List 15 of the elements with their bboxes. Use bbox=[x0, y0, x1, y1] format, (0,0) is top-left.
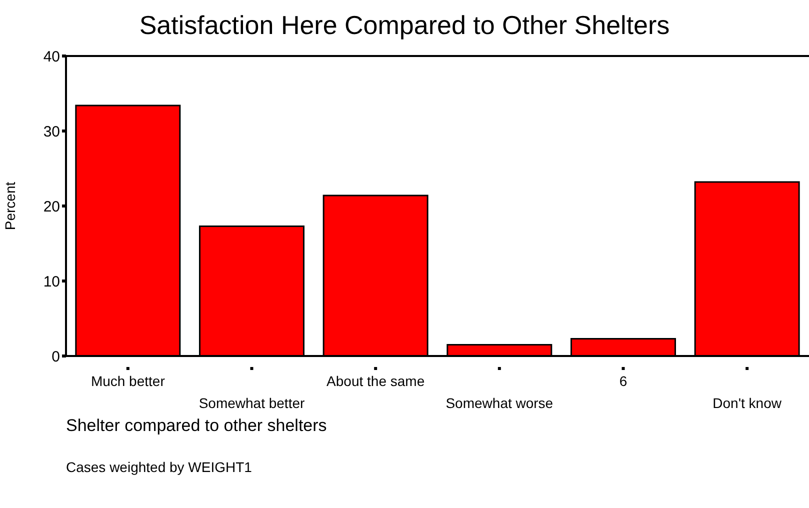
y-axis-title: Percent bbox=[2, 182, 18, 230]
x-tick-label: Somewhat worse bbox=[446, 395, 554, 411]
y-tick-label: 40 bbox=[43, 48, 60, 66]
y-tick-label: 30 bbox=[43, 123, 60, 140]
y-tick-label: 20 bbox=[43, 198, 60, 216]
x-tick-label: About the same bbox=[326, 373, 425, 389]
x-axis-title: Shelter compared to other shelters bbox=[66, 416, 327, 436]
y-tick-label: 0 bbox=[52, 348, 60, 366]
x-tick-label: Much better bbox=[90, 373, 166, 389]
x-tick-label: Somewhat better bbox=[198, 395, 305, 411]
text: Cases weighted by WEIGHT1 bbox=[66, 459, 252, 475]
x-tick-label: Don't know bbox=[712, 395, 782, 411]
chart-title: Satisfaction Here Compared to Other Shelters bbox=[138, 10, 671, 41]
x-tick-label: 6 bbox=[619, 373, 628, 389]
y-tick-label: 10 bbox=[43, 273, 60, 290]
